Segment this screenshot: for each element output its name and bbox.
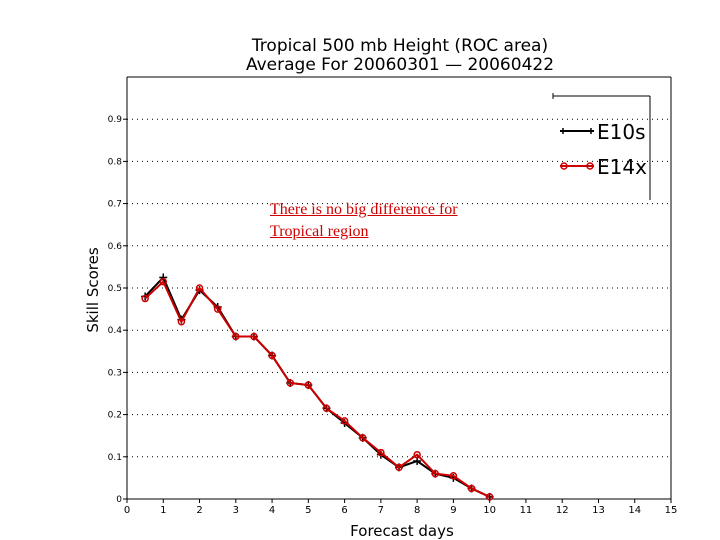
data-point <box>177 318 186 326</box>
series-line-e14x <box>144 279 491 498</box>
x-tick-label: 11 <box>520 505 533 516</box>
data-point <box>322 404 331 413</box>
data-point <box>213 305 222 313</box>
x-tick-label: 3 <box>233 505 239 516</box>
legend-marker <box>588 128 594 134</box>
x-tick-label: 9 <box>450 505 456 516</box>
legend-marker <box>586 162 594 170</box>
data-point <box>485 493 494 501</box>
y-tick-label: 0.2 <box>108 411 122 421</box>
x-tick-label: 10 <box>483 505 496 516</box>
data-point <box>467 484 476 493</box>
data-point <box>159 277 168 286</box>
y-tick-label: 0 <box>116 495 122 505</box>
data-point <box>159 273 168 282</box>
data-point <box>358 434 367 442</box>
data-point <box>195 284 204 292</box>
data-point <box>340 417 349 425</box>
y-tick-label: 0.7 <box>108 200 122 210</box>
legend-label: E10s <box>597 120 646 144</box>
data-point <box>377 448 385 457</box>
data-point <box>431 469 440 478</box>
x-tick-label: 14 <box>628 505 641 516</box>
y-tick-label: 0.9 <box>108 115 123 125</box>
legend-marker <box>560 128 566 134</box>
data-point <box>232 332 240 341</box>
gridlines <box>127 118 671 458</box>
annotation-line-1: There is no big difference for <box>270 201 458 218</box>
data-point <box>141 294 149 303</box>
x-tick-label: 1 <box>160 505 166 516</box>
y-axis-label: Skill Scores <box>84 247 102 332</box>
x-tick-label: 2 <box>196 505 202 516</box>
y-tick-label: 0.1 <box>108 453 122 463</box>
y-tick-label: 0.8 <box>108 157 123 167</box>
legend: E10s E14x <box>552 93 651 200</box>
data-point <box>413 450 421 459</box>
x-tick-label: 15 <box>665 505 678 516</box>
y-tick-label: 0.6 <box>108 242 123 252</box>
annotation-line-2: Tropical region <box>270 223 369 240</box>
series-line-e10s <box>144 275 491 498</box>
x-tick-label: 5 <box>305 505 311 516</box>
x-tick-label: 12 <box>556 505 569 516</box>
y-tick-label: 0.5 <box>108 284 122 294</box>
x-tick-label: 4 <box>269 505 275 516</box>
data-point <box>449 472 458 480</box>
axes <box>126 76 672 500</box>
series-group <box>141 273 494 501</box>
data-point <box>268 351 276 360</box>
y-tick-label: 0.3 <box>108 368 122 378</box>
y-axis-ticks: 0 0.1 0.2 0.3 0.4 0.5 0.6 0.7 0.8 0.9 <box>108 115 127 505</box>
data-point <box>250 332 258 341</box>
legend-marker <box>560 162 568 170</box>
data-point <box>395 463 403 472</box>
x-tick-label: 0 <box>124 505 130 516</box>
chart-subtitle: Average For 20060301 — 20060422 <box>246 55 554 75</box>
x-tick-label: 13 <box>592 505 605 516</box>
chart-title: Tropical 500 mb Height (ROC area) <box>251 36 548 56</box>
x-tick-label: 7 <box>378 505 384 516</box>
data-point <box>304 381 313 389</box>
x-axis-label: Forecast days <box>350 522 454 540</box>
legend-label: E14x <box>597 155 647 179</box>
data-point <box>286 379 294 387</box>
annotation: There is no big difference for Tropical … <box>270 199 530 243</box>
x-tick-label: 8 <box>414 505 420 516</box>
x-tick-label: 6 <box>341 505 347 516</box>
y-tick-label: 0.4 <box>108 326 123 336</box>
x-axis-ticks: 0 1 2 3 4 5 6 7 8 9 10 11 12 13 14 15 <box>124 499 678 516</box>
